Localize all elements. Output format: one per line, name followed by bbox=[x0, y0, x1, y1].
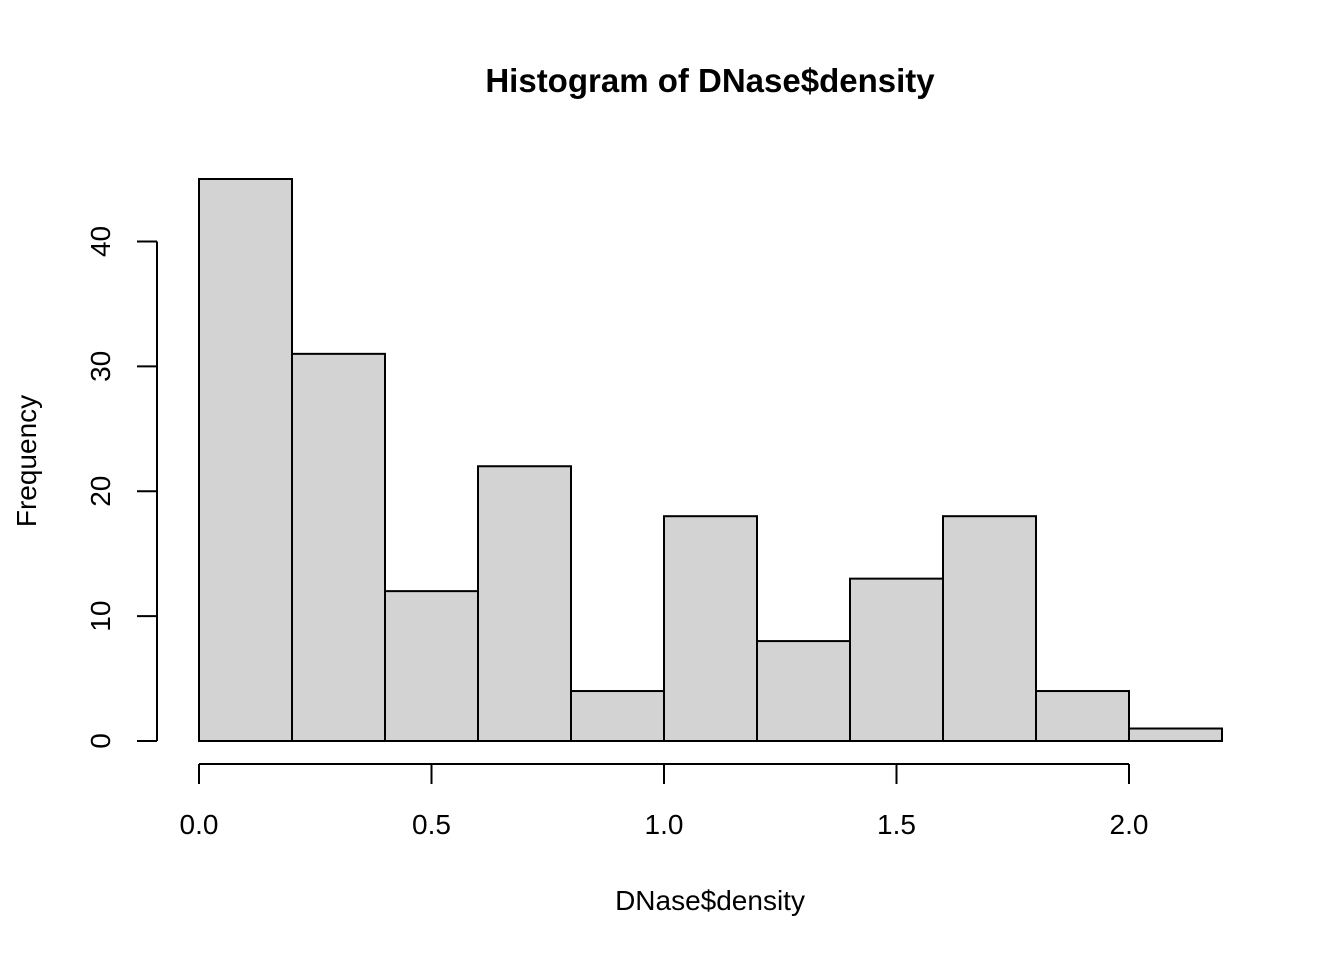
histogram-bar bbox=[384, 590, 479, 743]
y-tick-label: 30 bbox=[85, 351, 116, 382]
y-tick-label: 40 bbox=[85, 226, 116, 257]
histogram-bar bbox=[663, 515, 758, 743]
bars-group bbox=[198, 178, 1223, 743]
y-axis-label: Frequency bbox=[11, 395, 42, 527]
x-tick-label: 1.5 bbox=[877, 809, 916, 840]
x-tick-label: 1.0 bbox=[645, 809, 684, 840]
histogram-bar bbox=[1035, 690, 1130, 742]
x-axis-label: DNase$density bbox=[615, 885, 805, 916]
histogram-bar bbox=[570, 690, 665, 742]
histogram-bar bbox=[198, 178, 293, 742]
x-axis: 0.0 0.5 1.0 1.5 2.0 bbox=[180, 763, 1149, 840]
y-tick-label: 20 bbox=[85, 476, 116, 507]
x-tick-label: 0.5 bbox=[412, 809, 451, 840]
y-tick-label: 0 bbox=[85, 733, 116, 749]
histogram-bar bbox=[291, 352, 386, 742]
histogram-bar bbox=[477, 465, 572, 742]
chart-title: Histogram of DNase$density bbox=[485, 62, 935, 99]
histogram-bar bbox=[756, 640, 851, 742]
histogram-bar bbox=[1128, 727, 1223, 742]
x-tick-label: 0.0 bbox=[180, 809, 219, 840]
histogram-bar bbox=[849, 577, 944, 743]
histogram-bar bbox=[942, 515, 1037, 743]
y-axis: 0 10 20 30 40 bbox=[85, 226, 158, 749]
y-tick-label: 10 bbox=[85, 601, 116, 632]
x-tick-label: 2.0 bbox=[1110, 809, 1149, 840]
